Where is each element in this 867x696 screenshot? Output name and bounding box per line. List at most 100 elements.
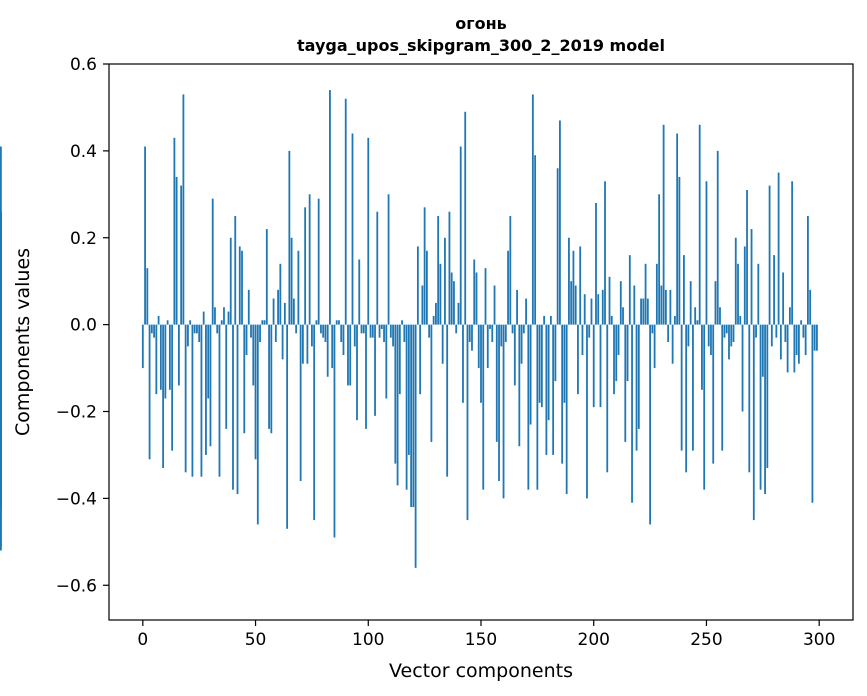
- bar-185: [559, 120, 561, 325]
- bar-27: [202, 311, 205, 325]
- bar-76: [313, 324, 316, 521]
- bar-11: [166, 320, 169, 325]
- bar-280: [773, 255, 775, 325]
- bar-140: [457, 302, 460, 325]
- bar-69: [297, 250, 300, 325]
- bar-89: [342, 324, 345, 356]
- bar-191: [572, 250, 575, 325]
- bar-5: [153, 324, 155, 338]
- x-tick-label: 100: [352, 630, 384, 650]
- bar-273: [757, 263, 760, 325]
- y-tick-label: 0.4: [70, 142, 97, 162]
- bar-52: [259, 324, 261, 343]
- bar-82: [326, 324, 329, 377]
- bar-90: [344, 98, 347, 325]
- bar-134: [444, 237, 446, 325]
- bar-199: [590, 298, 593, 325]
- bar-48: [250, 324, 252, 338]
- bar-247: [698, 124, 701, 325]
- bar-146: [471, 324, 473, 351]
- bar-255: [716, 150, 719, 325]
- bar-116: [403, 324, 406, 343]
- bar-254: [714, 281, 717, 325]
- bar-148: [475, 272, 478, 325]
- bar-108: [385, 324, 388, 399]
- bar-267: [743, 246, 746, 325]
- bar-192: [574, 285, 577, 325]
- bar-293: [802, 324, 805, 338]
- bar-87: [338, 320, 340, 325]
- bar-155: [491, 324, 494, 343]
- bar-68: [295, 324, 298, 334]
- bar-127: [428, 324, 431, 338]
- bar-12: [168, 324, 171, 390]
- bars-group: [0, 90, 818, 568]
- bar-51: [256, 324, 259, 525]
- bar-167: [518, 324, 521, 447]
- bar-42: [236, 324, 239, 495]
- bar-3: [148, 324, 151, 460]
- bar-157: [495, 324, 498, 442]
- bar-189: [568, 237, 570, 325]
- bar-243: [689, 281, 692, 325]
- bar-139: [455, 324, 458, 334]
- bar-1: [144, 146, 146, 325]
- bar-0: [141, 324, 144, 369]
- bar-187: [563, 324, 566, 403]
- plot-frame: [108, 63, 854, 621]
- bar-137: [450, 272, 453, 325]
- bar-213: [622, 307, 624, 325]
- bar-203: [599, 324, 602, 408]
- bar-196: [583, 294, 586, 325]
- bar-162: [507, 250, 509, 325]
- bar-41: [234, 216, 237, 325]
- bar-218: [633, 285, 636, 325]
- bar-56: [268, 324, 270, 429]
- chart-subtitle: tayga_upos_skipgram_300_2_2019 model: [297, 36, 665, 55]
- bar-25: [198, 324, 201, 343]
- bar-107: [383, 324, 385, 343]
- bar-261: [730, 324, 733, 347]
- bar-132: [439, 263, 442, 325]
- bar-278: [768, 185, 771, 325]
- bar-282: [777, 172, 780, 325]
- bar-141: [459, 146, 462, 325]
- bar-174: [534, 155, 537, 325]
- bar-6: [155, 324, 158, 395]
- bar-249: [703, 324, 706, 490]
- bar-120: [412, 324, 415, 508]
- bar-54: [263, 320, 266, 325]
- bar-291: [797, 324, 800, 364]
- bar-94: [353, 324, 356, 347]
- bar-222: [642, 298, 645, 325]
- bar-63: [283, 302, 286, 325]
- bar-151: [482, 324, 485, 490]
- x-axis-label: Vector components: [389, 660, 573, 682]
- bar-21: [189, 320, 192, 325]
- bar-226: [651, 324, 654, 334]
- bar-242: [687, 324, 690, 347]
- bar-184: [556, 168, 559, 325]
- bar-274: [759, 324, 762, 490]
- bar-289: [793, 324, 796, 373]
- bar-262: [732, 324, 735, 343]
- bar-245: [694, 307, 697, 325]
- bar-223: [644, 263, 647, 325]
- bar-149: [477, 324, 480, 369]
- bar-78: [317, 198, 320, 325]
- bar-235: [671, 324, 674, 364]
- bar-190: [570, 281, 573, 325]
- bar-271: [752, 324, 755, 521]
- bar-115: [401, 320, 403, 325]
- bar-253: [712, 324, 715, 464]
- bar-46: [245, 324, 248, 356]
- bar-118: [407, 324, 410, 455]
- bar-272: [755, 324, 757, 338]
- y-tick-label: −0.6: [56, 576, 97, 596]
- bar-66: [290, 237, 293, 325]
- bar-39: [229, 237, 232, 325]
- bar-237: [676, 133, 679, 325]
- bar-287: [788, 307, 791, 325]
- y-tick-label: −0.2: [56, 403, 97, 423]
- bar-133: [441, 324, 444, 364]
